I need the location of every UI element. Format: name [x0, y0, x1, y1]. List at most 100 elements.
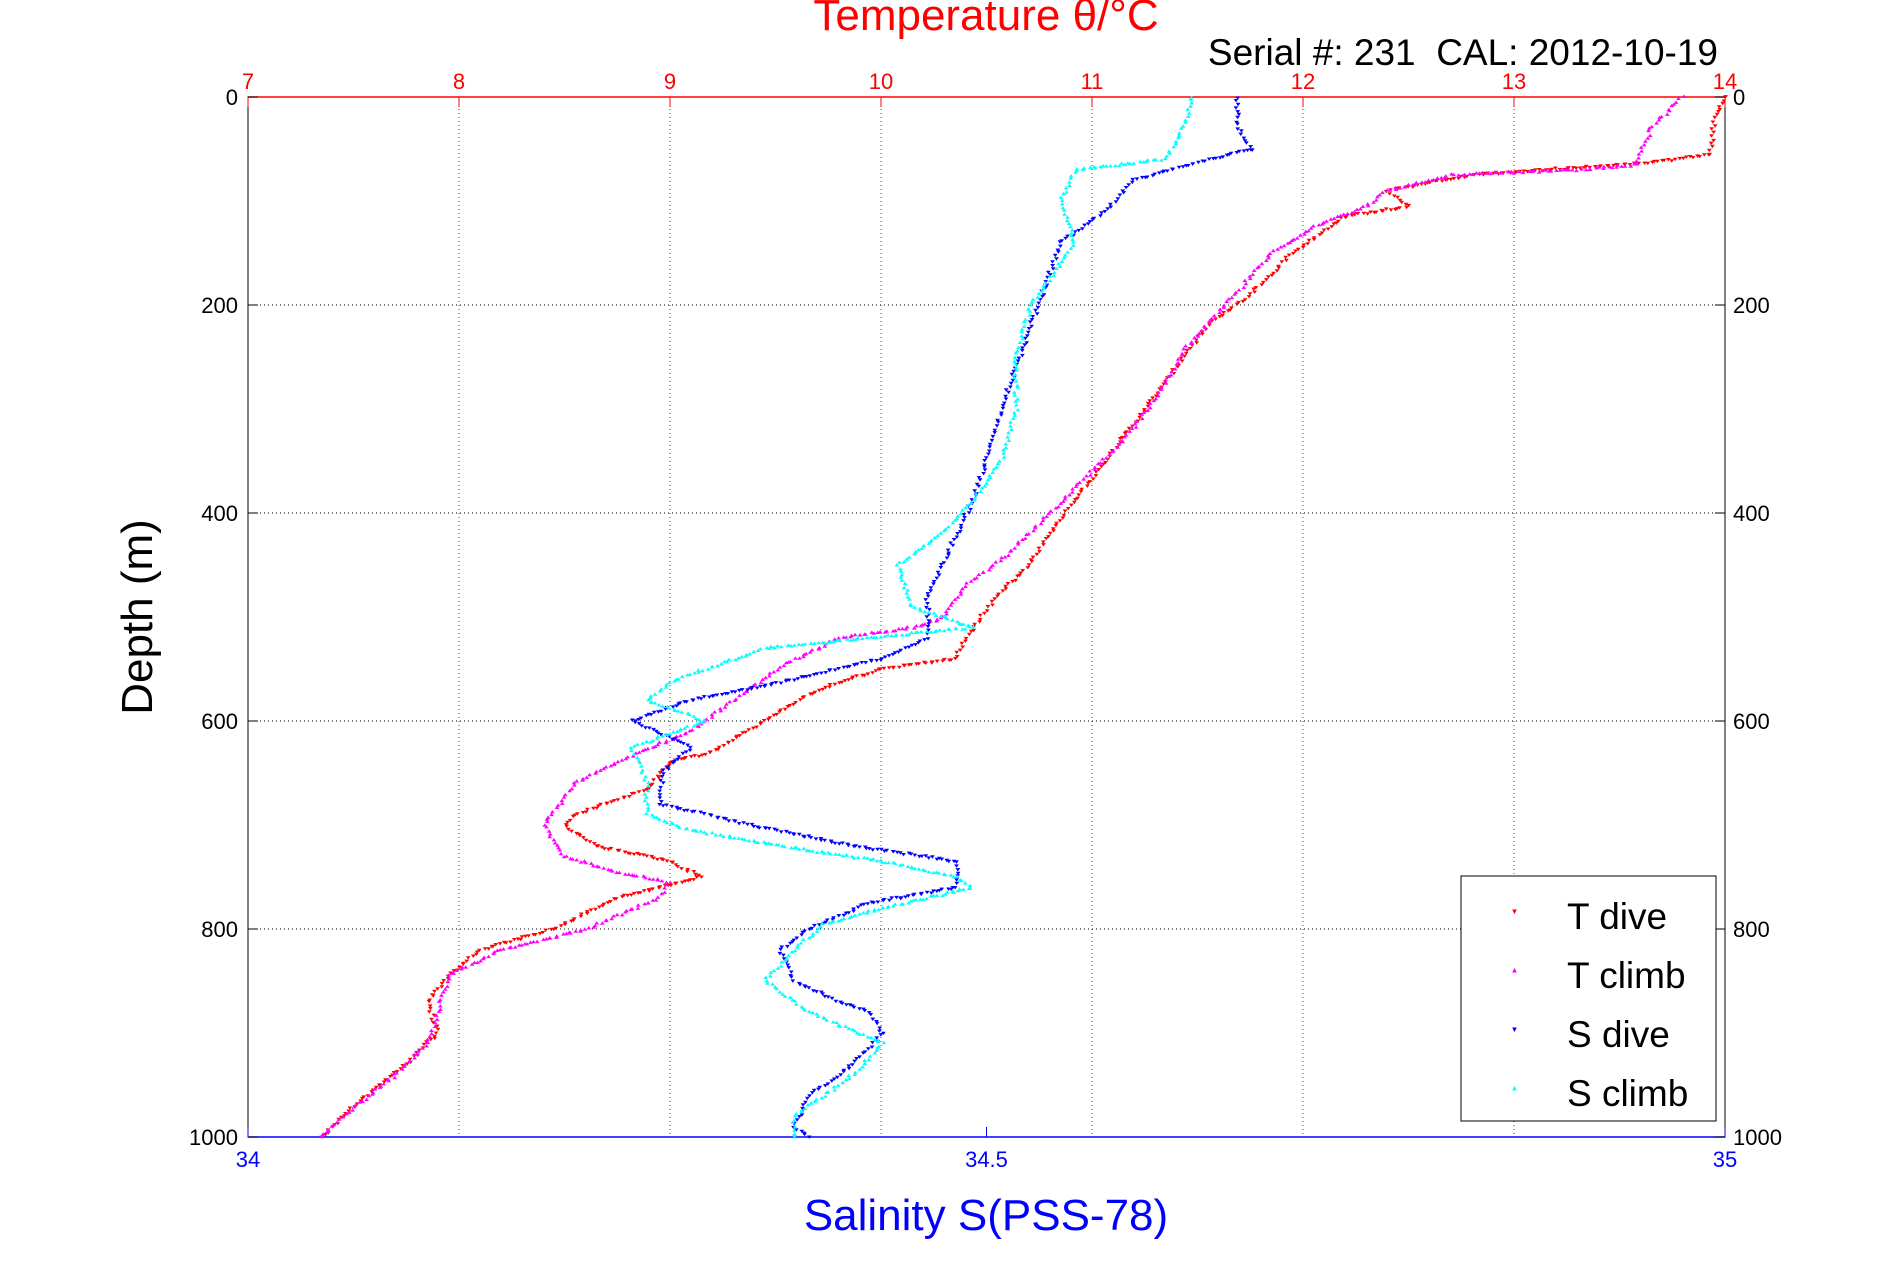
data-point: [1185, 114, 1191, 118]
data-point: [821, 1016, 827, 1020]
data-point: [685, 879, 691, 883]
data-point: [691, 809, 697, 814]
data-point: [1153, 396, 1159, 401]
data-point: [649, 813, 655, 817]
data-point: [642, 798, 648, 803]
data-point: [1009, 427, 1014, 431]
data-point: [901, 559, 907, 564]
data-point: [1011, 369, 1017, 374]
data-point: [428, 1037, 434, 1042]
chart-title: Temperature θ/°C: [813, 0, 1158, 40]
data-point: [639, 770, 644, 775]
data-point: [1546, 169, 1552, 173]
data-point: [966, 511, 972, 515]
data-point: [799, 1129, 805, 1134]
data-point: [820, 992, 825, 996]
data-point: [1276, 264, 1281, 269]
data-point: [1062, 253, 1068, 257]
data-point: [914, 662, 919, 666]
data-point: [650, 898, 656, 902]
data-point: [1062, 497, 1068, 501]
data-point: [1065, 215, 1070, 219]
data-point: [964, 581, 969, 585]
data-point: [1069, 233, 1074, 238]
data-point: [569, 919, 574, 924]
data-point: [1024, 532, 1029, 536]
data-series: [319, 94, 1728, 1139]
data-point: [599, 921, 605, 925]
data-point: [1669, 103, 1675, 108]
data-point: [718, 708, 724, 713]
data-point: [1050, 264, 1055, 268]
data-point: [1673, 100, 1679, 104]
data-point: [791, 832, 797, 837]
data-point: [1211, 157, 1216, 161]
data-point: [841, 665, 847, 670]
data-point: [1711, 138, 1716, 143]
data-point: [974, 575, 979, 580]
data-point: [642, 778, 647, 782]
data-point: [913, 549, 918, 554]
data-point: [595, 844, 601, 848]
data-point: [1150, 174, 1156, 178]
data-point: [886, 860, 891, 865]
data-point: [1573, 166, 1579, 171]
data-point: [712, 710, 717, 714]
data-point: [1467, 172, 1473, 176]
data-point: [672, 737, 678, 741]
data-point: [682, 731, 688, 736]
data-point: [429, 1031, 435, 1036]
data-point: [669, 804, 675, 809]
salinity-tick-label: 34.5: [965, 1147, 1008, 1172]
data-point: [381, 1080, 387, 1084]
data-point: [1006, 430, 1011, 435]
data-point: [1054, 521, 1059, 526]
data-point: [566, 827, 571, 832]
depth-tick-label-left: 0: [226, 85, 238, 110]
data-point: [493, 943, 499, 947]
data-point: [1067, 492, 1072, 497]
data-point: [1054, 266, 1059, 270]
data-point: [797, 1115, 802, 1119]
data-point: [1492, 170, 1498, 175]
data-point: [1003, 587, 1009, 591]
data-point: [1050, 527, 1056, 531]
data-point: [960, 645, 966, 649]
data-point: [814, 990, 819, 994]
data-point: [1377, 192, 1383, 197]
data-point: [689, 728, 695, 732]
depth-tick-label-left: 400: [201, 501, 238, 526]
data-point: [1117, 437, 1123, 441]
data-point: [837, 1024, 843, 1028]
data-point: [1259, 261, 1265, 266]
data-point: [644, 714, 649, 718]
data-point: [1645, 161, 1651, 166]
data-point: [1536, 168, 1542, 172]
data-point: [831, 916, 836, 920]
data-point: [926, 541, 932, 545]
data-point: [394, 1071, 399, 1075]
data-point: [672, 882, 678, 886]
data-point: [434, 1017, 440, 1021]
data-point: [855, 905, 861, 910]
data-point: [918, 608, 923, 613]
data-point: [1484, 171, 1490, 175]
data-point: [1236, 288, 1242, 292]
data-point: [944, 616, 950, 621]
series-s-climb: [628, 95, 1194, 1139]
data-point: [1714, 112, 1720, 117]
data-point: [1383, 207, 1389, 211]
data-point: [1229, 306, 1234, 310]
data-point: [958, 523, 964, 528]
data-point: [847, 1076, 852, 1081]
data-point: [1281, 243, 1287, 248]
data-point: [882, 630, 888, 634]
data-point: [1524, 169, 1530, 174]
data-point: [764, 979, 770, 983]
data-point: [963, 584, 968, 589]
data-point: [760, 677, 765, 682]
data-point: [707, 695, 712, 699]
data-point: [808, 692, 813, 696]
data-point: [860, 673, 865, 678]
data-point: [347, 1106, 353, 1110]
